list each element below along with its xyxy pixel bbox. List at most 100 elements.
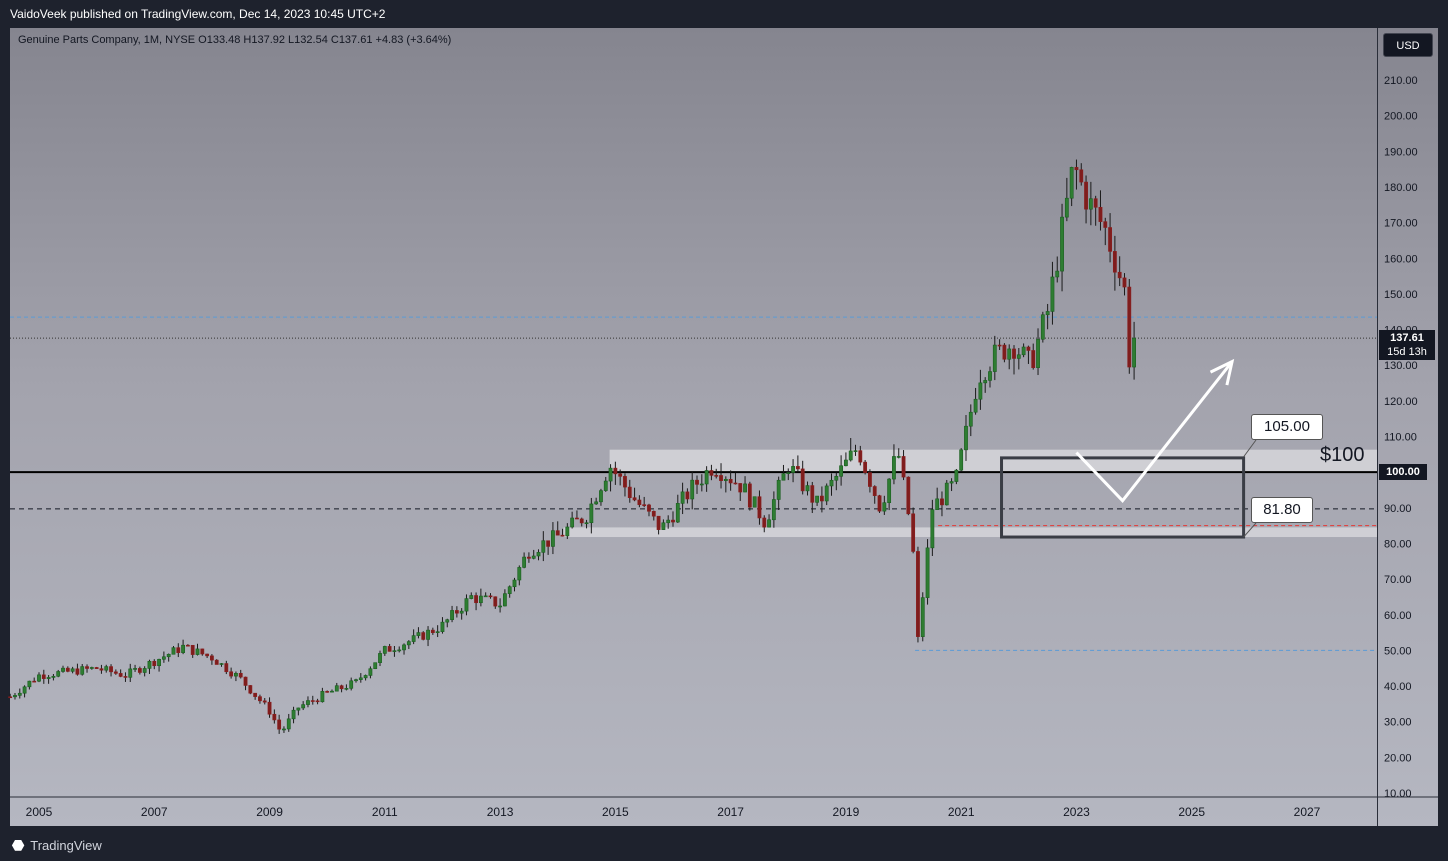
candle-body [536, 552, 541, 557]
candle-body [531, 555, 536, 559]
publish-header: VaidoVeek published on TradingView.com, … [0, 0, 1448, 28]
candle-body [229, 671, 234, 677]
y-tick-label: 50.00 [1384, 645, 1412, 657]
candle-body [286, 718, 291, 730]
candle-body [234, 673, 238, 677]
y-tick-label: 70.00 [1384, 574, 1412, 586]
candle-body [589, 503, 594, 524]
candle-body [627, 486, 632, 498]
candle-body [267, 701, 272, 715]
candle-body [296, 707, 301, 711]
currency-button[interactable]: USD [1383, 33, 1433, 57]
candle-body [8, 696, 13, 699]
candle-body [887, 478, 892, 503]
candle-body [397, 649, 402, 652]
y-tick-label: 120.00 [1384, 396, 1418, 408]
candle-body [426, 629, 430, 640]
candle-body [435, 631, 440, 633]
candle-body [824, 485, 829, 502]
candle-body [61, 667, 65, 672]
candle-body [205, 653, 210, 657]
y-tick-label: 40.00 [1384, 681, 1412, 693]
candle-body [176, 647, 181, 653]
candle-body [1007, 348, 1012, 360]
candle-body [56, 671, 61, 677]
candle-body [949, 481, 954, 484]
candle-body [190, 644, 195, 655]
candle-body [1016, 354, 1021, 359]
candle-body [488, 595, 493, 598]
candle-body [37, 674, 41, 682]
candle-body [152, 660, 157, 667]
candle-body [978, 382, 983, 400]
candle-body [13, 695, 17, 698]
bar-countdown: 15d 13h [1387, 346, 1427, 358]
callout-lower[interactable]: 81.80 [1251, 497, 1313, 523]
candle-body [469, 595, 474, 599]
callout-upper[interactable]: 105.00 [1251, 414, 1323, 440]
candle-body [565, 526, 570, 537]
candle-body [80, 666, 85, 675]
candle-body [651, 510, 656, 517]
candle-body [940, 498, 944, 506]
level-100-label: 100.00 [1379, 464, 1427, 480]
support-zone-1 [563, 527, 1377, 538]
candle-body [618, 473, 623, 477]
candle-body [104, 666, 109, 671]
candle-body [699, 483, 704, 486]
tradingview-brand[interactable]: ⬣ TradingView [12, 837, 102, 854]
candle-body [310, 700, 315, 702]
candle-body [41, 674, 46, 679]
candle-body [690, 479, 695, 500]
candle-body [368, 668, 373, 676]
candle-body [892, 456, 896, 480]
callout-upper-tail [1243, 439, 1257, 458]
candle-body [709, 470, 714, 476]
candle-body [1055, 270, 1060, 278]
candle-body [358, 677, 363, 680]
candle-body [771, 499, 776, 521]
candle-body [988, 371, 992, 381]
candle-body [599, 490, 603, 503]
candle-body [161, 656, 166, 660]
candle-body [738, 483, 743, 493]
candle-body [171, 647, 176, 655]
candle-body [637, 499, 642, 505]
candle-body [454, 610, 459, 614]
candle-body [483, 595, 488, 598]
last-price-label: 137.61 15d 13h [1379, 330, 1435, 360]
candle-body [258, 696, 262, 702]
candle-body [1060, 216, 1064, 272]
candle-body [354, 679, 358, 682]
candle-body [142, 668, 147, 673]
y-tick-label: 90.00 [1384, 503, 1412, 515]
candle-body [944, 482, 949, 506]
y-tick-label: 210.00 [1384, 75, 1418, 87]
candle-body [46, 677, 51, 679]
footer-bar: ⬣ TradingView [0, 828, 1448, 861]
candle-body [70, 668, 75, 672]
candle-body [551, 530, 555, 547]
candle-body [1012, 348, 1016, 359]
candle-body [378, 653, 382, 663]
candle-body [17, 692, 22, 696]
candle-body [728, 478, 733, 484]
candle-body [546, 540, 551, 547]
candle-body [623, 476, 627, 488]
candle-body [517, 567, 522, 581]
candle-body [896, 456, 901, 458]
candle-body [786, 472, 791, 474]
y-tick-label: 200.00 [1384, 111, 1418, 123]
candle-body [1002, 344, 1007, 360]
candle-body [157, 658, 161, 667]
candle-body [719, 475, 723, 481]
y-tick-label: 30.00 [1384, 717, 1412, 729]
candle-body [387, 646, 392, 652]
candle-body [527, 556, 531, 559]
candle-body [320, 691, 325, 703]
candle-body [704, 470, 709, 485]
chart-pane[interactable] [10, 28, 1438, 826]
candle-body [839, 465, 844, 477]
candle-body [214, 659, 219, 665]
